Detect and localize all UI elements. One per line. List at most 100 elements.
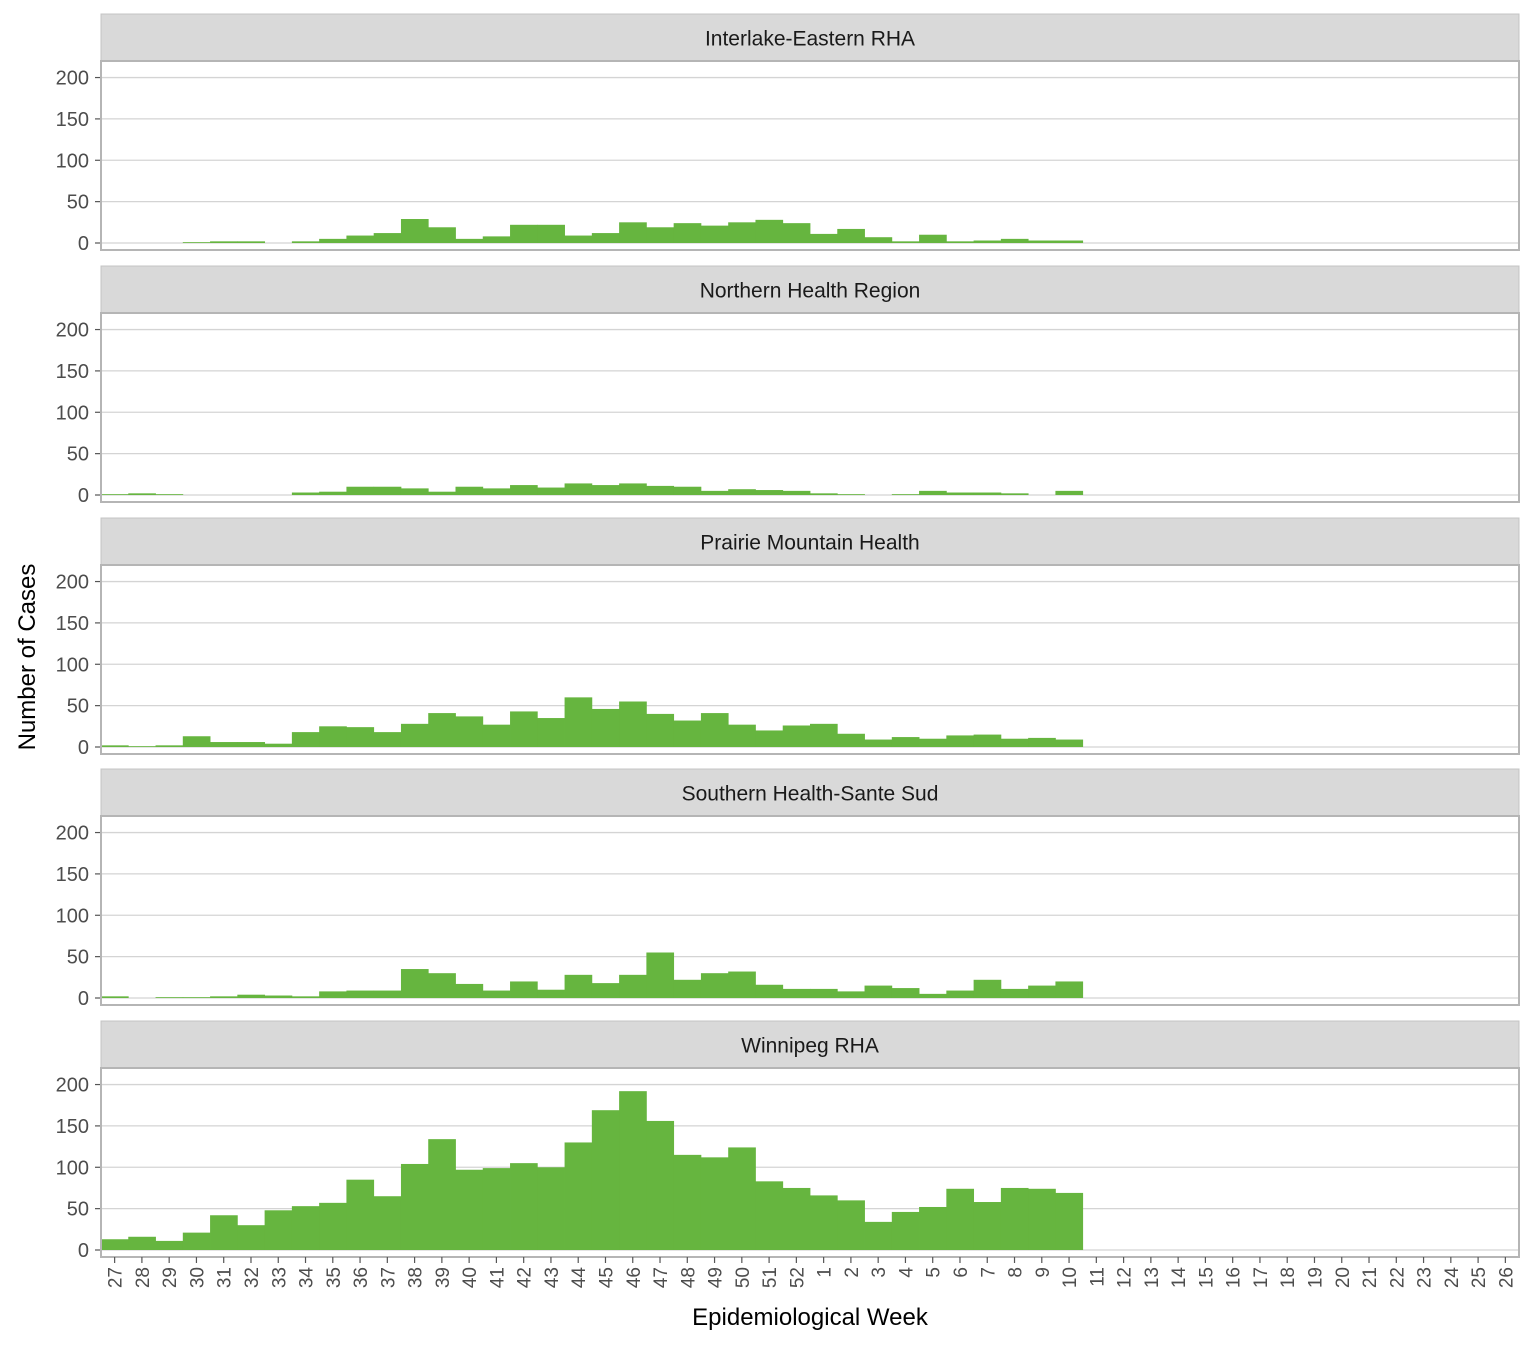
bar xyxy=(673,223,702,243)
bar xyxy=(1000,1187,1029,1250)
bar xyxy=(810,493,838,495)
bar xyxy=(837,733,865,747)
bar xyxy=(864,1221,893,1250)
bar xyxy=(182,242,211,243)
x-tick-label: 35 xyxy=(324,1267,345,1288)
bar xyxy=(400,969,429,998)
bar xyxy=(319,991,347,998)
bar xyxy=(810,233,838,243)
bar xyxy=(673,720,702,747)
bar xyxy=(564,235,593,243)
bar xyxy=(782,725,811,747)
facet-panel: Southern Health-Sante Sud 0 50 100 150 200 xyxy=(56,768,1520,1010)
bar xyxy=(373,233,402,243)
bar xyxy=(264,995,293,998)
bar xyxy=(619,1091,647,1250)
bar xyxy=(619,222,647,243)
bar xyxy=(1000,738,1029,747)
bar xyxy=(455,983,484,998)
bar xyxy=(755,219,784,243)
bar xyxy=(373,732,402,747)
bar xyxy=(973,734,1002,747)
bar xyxy=(537,1167,565,1250)
bar xyxy=(891,988,920,998)
bar xyxy=(782,490,811,495)
x-tick-label: 4 xyxy=(896,1267,917,1278)
x-tick-label: 41 xyxy=(487,1267,508,1288)
bar xyxy=(728,222,756,243)
y-tick-label: 0 xyxy=(78,737,89,759)
bar xyxy=(619,974,647,998)
bar xyxy=(264,1210,293,1250)
bar xyxy=(919,1206,947,1250)
x-tick-label: 15 xyxy=(1196,1267,1217,1288)
x-tick-label: 11 xyxy=(1087,1267,1108,1287)
bar xyxy=(946,1188,975,1250)
bar xyxy=(782,1187,811,1250)
bar xyxy=(319,726,347,747)
bar xyxy=(455,1169,484,1250)
x-tick-label: 5 xyxy=(924,1267,945,1278)
y-tick-label: 0 xyxy=(78,988,89,1010)
bar xyxy=(101,1239,129,1250)
bar xyxy=(428,491,456,495)
bar xyxy=(237,994,266,998)
facet-panel: Northern Health Region 0 50 100 150 200 xyxy=(56,265,1520,507)
bar xyxy=(728,1147,756,1250)
bar xyxy=(591,233,620,243)
x-tick-label: 27 xyxy=(106,1267,127,1288)
bar xyxy=(646,227,675,243)
bar xyxy=(237,1225,266,1250)
y-tick-label: 200 xyxy=(56,1075,89,1097)
bar xyxy=(319,238,347,243)
x-tick-label: 8 xyxy=(1006,1267,1027,1278)
bar xyxy=(700,1157,729,1250)
bar xyxy=(510,224,538,243)
x-tick-label: 10 xyxy=(1060,1267,1081,1288)
bar xyxy=(537,487,565,495)
bar xyxy=(182,1232,211,1250)
x-tick-label: 6 xyxy=(951,1267,972,1278)
bar xyxy=(428,227,456,243)
x-tick-label: 14 xyxy=(1169,1267,1190,1289)
bar xyxy=(510,981,538,998)
facet-title: Southern Health-Sante Sud xyxy=(682,783,939,806)
bar xyxy=(919,738,947,747)
y-tick-label: 50 xyxy=(67,696,89,718)
facet-strip xyxy=(100,13,1520,62)
bar xyxy=(864,985,893,998)
y-tick-label: 200 xyxy=(56,823,89,845)
y-tick-label: 100 xyxy=(56,402,89,424)
y-tick-label: 50 xyxy=(67,444,89,466)
facet-panel: Interlake-Eastern RHA 0 50 100 150 200 xyxy=(56,13,1520,255)
facet-title: Winnipeg RHA xyxy=(741,1035,879,1058)
bar xyxy=(373,1196,402,1250)
x-tick-label: 24 xyxy=(1442,1267,1463,1289)
bar xyxy=(919,490,947,495)
y-tick-label: 150 xyxy=(56,109,89,131)
bar xyxy=(810,988,838,998)
bar xyxy=(891,737,920,747)
bar xyxy=(155,1240,184,1250)
facet-strip xyxy=(100,517,1520,566)
bar xyxy=(455,716,484,747)
bar xyxy=(455,486,484,495)
x-tick-label: 28 xyxy=(133,1267,154,1288)
bar xyxy=(537,224,565,243)
bar xyxy=(291,996,320,998)
bar xyxy=(101,745,129,747)
bar xyxy=(482,236,511,243)
x-tick-label: 1 xyxy=(815,1267,836,1278)
bar xyxy=(1028,1188,1056,1250)
bar xyxy=(564,697,593,747)
bar xyxy=(946,990,975,998)
bar xyxy=(291,492,320,495)
x-tick-label: 13 xyxy=(1142,1267,1163,1288)
bar xyxy=(400,723,429,747)
y-tick-label: 0 xyxy=(78,1240,89,1262)
panel-border xyxy=(100,60,1520,251)
bar xyxy=(128,1236,156,1250)
y-tick-label: 0 xyxy=(78,233,89,255)
x-tick-label: 7 xyxy=(978,1267,999,1278)
x-tick-label: 37 xyxy=(378,1267,399,1288)
